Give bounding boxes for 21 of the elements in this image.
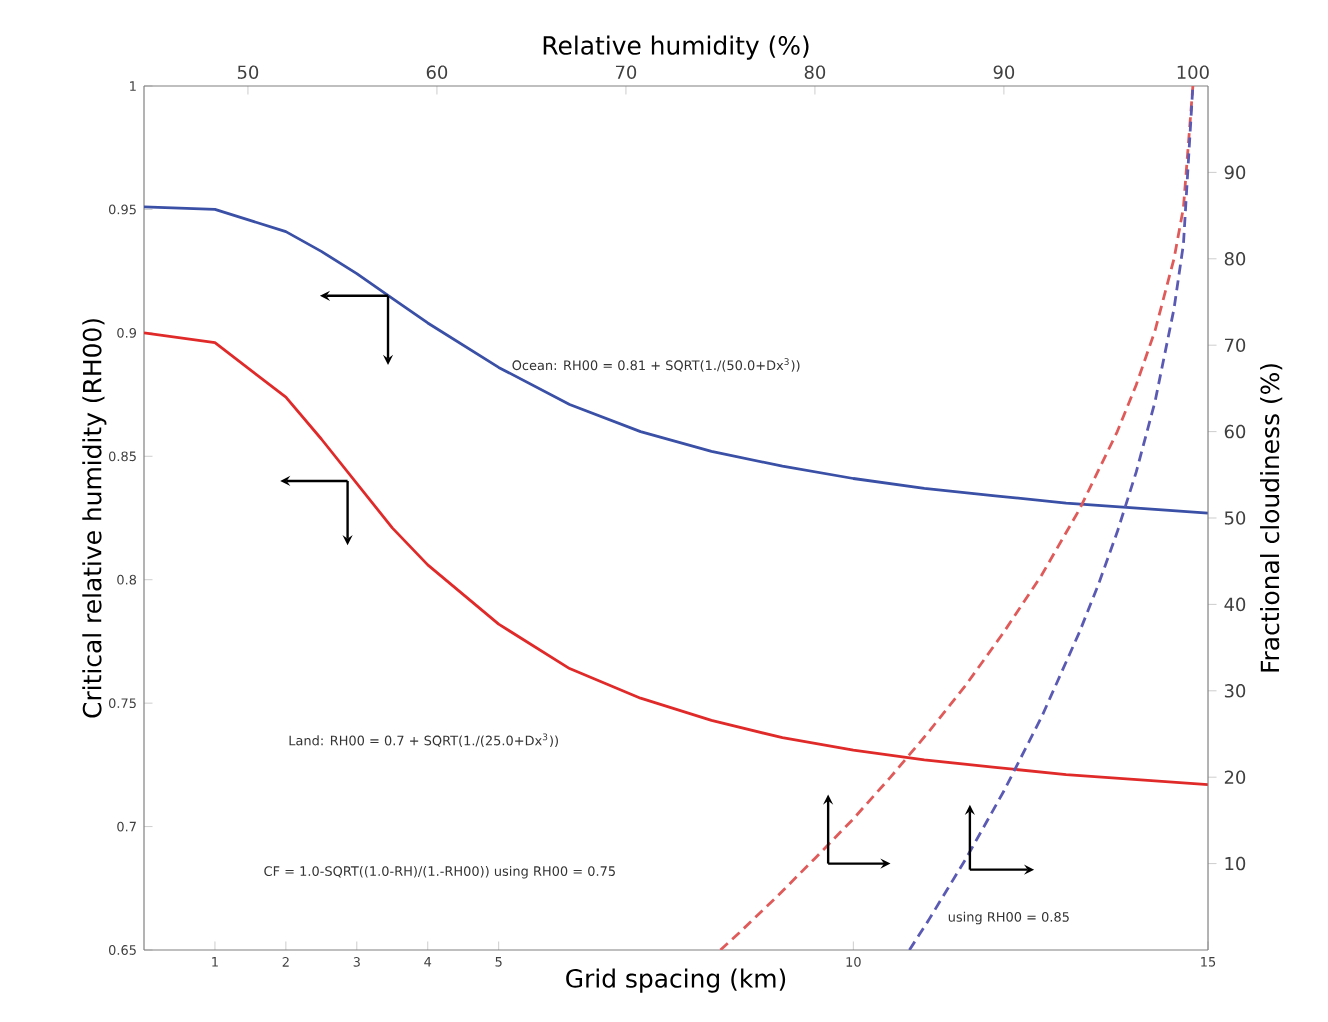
x-axis-title: Grid spacing (km) <box>566 968 786 993</box>
x-tick-label: 60 <box>426 65 448 79</box>
y-tick-label: 80 <box>1224 252 1246 266</box>
y-tick-label: 60 <box>1224 424 1246 439</box>
x-tick-label: 50 <box>237 65 259 79</box>
x-tick-label: 80 <box>804 65 826 79</box>
y-tick-label: 40 <box>1224 597 1246 612</box>
y-tick-label: 70 <box>1225 338 1246 352</box>
x-tick-label: 90 <box>993 65 1015 79</box>
y-tick-label: 50 <box>1224 511 1246 525</box>
x-tick-label: 70 <box>615 65 637 79</box>
line-series <box>144 205 1209 515</box>
y-tick-label: 30 <box>1224 684 1246 698</box>
y-tick-label: 90 <box>1224 165 1246 180</box>
y-axis-title: Critical relative humidity (RH00) <box>82 319 107 718</box>
line-series <box>908 85 1195 950</box>
y-tick-label: 20 <box>1224 770 1246 784</box>
x-tick-label: 100 <box>1177 65 1209 79</box>
x-axis-title: Relative humidity (%) <box>543 35 809 60</box>
y-tick-label: 10 <box>1225 856 1246 871</box>
y-axis-title: Fractional cloudiness (%) <box>1260 364 1283 672</box>
